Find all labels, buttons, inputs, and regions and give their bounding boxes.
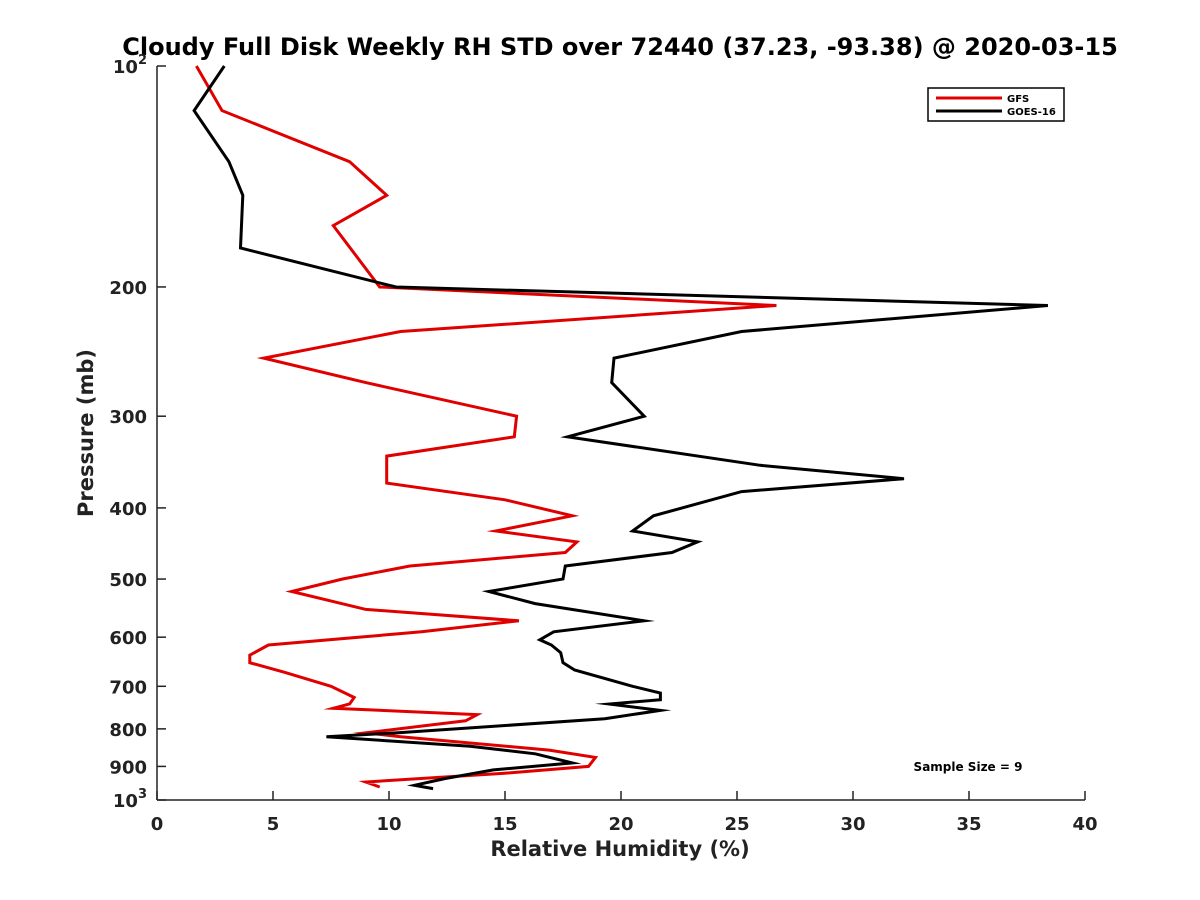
y-tick-label: 102 [113,53,147,78]
y-axis-label: Pressure (mb) [74,349,98,517]
sample-size-annotation: Sample Size = 9 [914,760,1023,774]
x-tick-label: 35 [956,814,981,835]
x-tick-label: 5 [267,814,280,835]
x-tick-label: 15 [492,814,517,835]
x-tick-label: 20 [608,814,633,835]
legend-label-gfs: GFS [1007,94,1029,105]
legend: GFS GOES-16 [927,87,1065,122]
y-tick-label: 600 [109,628,147,649]
x-tick-label: 25 [724,814,749,835]
y-tick-label: 500 [109,570,147,591]
x-axis-label: Relative Humidity (%) [490,837,749,861]
y-tick-label: 700 [109,677,147,698]
chart-title: Cloudy Full Disk Weekly RH STD over 7244… [122,33,1118,61]
x-tick-label: 10 [376,814,401,835]
y-tick-label: 900 [109,757,147,778]
x-tick-label: 0 [151,814,164,835]
x-tick-label: 40 [1072,814,1097,835]
legend-label-goes-16: GOES-16 [1007,107,1056,118]
x-tick-label: 30 [840,814,865,835]
y-tick-label: 103 [113,787,147,812]
series-line-goes-16 [192,65,1049,791]
series-layer [192,65,1049,791]
y-tick-label: 200 [109,278,147,299]
y-tick-label: 800 [109,720,147,741]
axes: 0 5 10 15 20 25 30 35 40 102 200 300 400 500 600 700 800… [109,53,1097,835]
y-tick-label: 300 [109,407,147,428]
legend-box [927,87,1065,122]
y-tick-label: 400 [109,499,147,520]
series-line-gfs [195,65,777,789]
